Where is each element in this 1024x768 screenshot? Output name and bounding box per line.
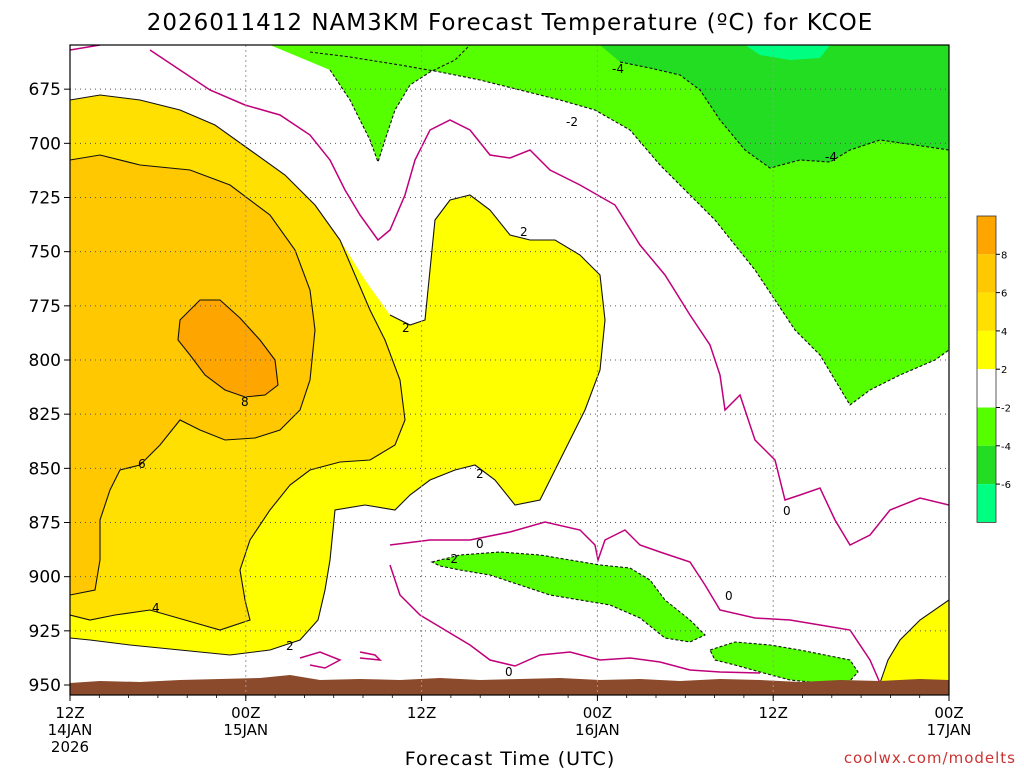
region-two-to-four-low	[880, 600, 949, 683]
color-swatch	[977, 254, 996, 293]
x-tick-label: 14JAN	[48, 721, 93, 739]
y-tick-label: 900	[29, 568, 61, 588]
chart-title: 2026011412 NAM3KM Forecast Temperature (…	[147, 10, 874, 36]
contour-four	[70, 94, 406, 631]
source-credit: coolwx.com/modelts	[844, 749, 1016, 767]
colorbar-label: 8	[1001, 250, 1007, 261]
region-minus-two-lobe	[270, 45, 470, 162]
y-tick-label: 875	[29, 514, 61, 534]
color-scale-bar: 8 6 4 2 -2 -4 -6	[976, 215, 1011, 523]
contour-label: 2	[286, 639, 294, 653]
region-minus-two-low-b	[710, 642, 858, 683]
plot-area	[69, 44, 950, 696]
y-tick-label: 700	[29, 134, 61, 154]
contour-six	[70, 154, 316, 596]
contour-minus-two-lobe	[329, 45, 471, 164]
y-tick-label: 775	[29, 297, 61, 317]
contour-two-low	[879, 599, 949, 684]
contour-minus-four	[619, 61, 949, 169]
x-tick-label: 2026	[51, 738, 89, 756]
colorbar-label: 2	[1001, 365, 1007, 376]
color-swatch	[977, 216, 996, 255]
colorbar-label: 6	[1001, 289, 1007, 300]
contour-zero-upper	[70, 45, 949, 546]
contour-minus-two-low-a	[430, 551, 706, 643]
y-tick-label: 950	[29, 676, 61, 696]
colorbar-label: -2	[1001, 404, 1011, 415]
y-tick-label: 925	[29, 622, 61, 642]
contour-two-main	[70, 194, 606, 656]
y-tick-label: 800	[29, 351, 61, 371]
contour-label: 0	[783, 504, 791, 518]
x-tick-label: 12Z	[759, 704, 788, 722]
contour-eight	[177, 299, 279, 398]
color-swatch	[977, 369, 996, 408]
x-tick-label: 16JAN	[575, 721, 620, 739]
contour-label: -4	[612, 62, 624, 76]
contour-minus-two-top	[309, 51, 949, 406]
y-tick-label: 750	[29, 243, 61, 263]
x-tick-label: 00Z	[583, 704, 612, 722]
contour-label: 4	[152, 601, 160, 615]
contour-label: 8	[241, 395, 249, 409]
contour-minus-two-low-b	[709, 641, 859, 684]
x-axis-label: Forecast Time (UTC)	[405, 748, 615, 768]
region-minus-two-low-a	[432, 552, 705, 642]
y-tick-label: 675	[29, 80, 61, 100]
contour-label: 2	[476, 467, 484, 481]
region-above-eight	[178, 300, 278, 397]
contour-label: 2	[402, 321, 410, 335]
y-tick-label: 825	[29, 405, 61, 425]
time-gridlines	[245, 45, 774, 695]
region-minus-four	[600, 45, 949, 168]
contour-zero-bottom	[299, 564, 761, 674]
contour-label: -2	[566, 115, 578, 129]
contour-labels: -4 -2 -4 2 2 2 8 6 4 2 0 -2 0 0 0	[138, 62, 837, 679]
region-minus-six	[745, 45, 830, 60]
x-tick-label: 15JAN	[223, 721, 268, 739]
y-tick-label: 725	[29, 189, 61, 209]
colorbar-label: -6	[1001, 480, 1011, 491]
region-six-to-eight	[70, 155, 315, 595]
x-tick-label: 12Z	[55, 704, 84, 722]
contour-zero-lower	[389, 521, 881, 684]
contour-label: -2	[446, 552, 458, 566]
color-swatch	[977, 484, 996, 523]
colorbar-label: 4	[1001, 327, 1007, 338]
pressure-axis: 675 700 725 750 775 800 825 850 875 900 925 950	[29, 80, 70, 696]
contour-label: 0	[476, 537, 484, 551]
color-swatch	[977, 407, 996, 446]
x-tick-label: 00Z	[231, 704, 260, 722]
contour-label: 6	[138, 457, 146, 471]
x-tick-label: 12Z	[407, 704, 436, 722]
color-swatch	[977, 445, 996, 485]
x-tick-label: 17JAN	[927, 721, 972, 739]
contour-label: 0	[725, 589, 733, 603]
ground-terrain	[70, 675, 949, 695]
color-swatch	[977, 330, 996, 370]
color-swatch	[977, 292, 996, 331]
contour-label: 2	[520, 225, 528, 239]
contour-label: -4	[825, 150, 837, 164]
contour-label: 0	[505, 665, 513, 679]
x-tick-label: 00Z	[934, 704, 963, 722]
colorbar-label: -4	[1001, 442, 1011, 453]
y-tick-label: 850	[29, 459, 61, 479]
